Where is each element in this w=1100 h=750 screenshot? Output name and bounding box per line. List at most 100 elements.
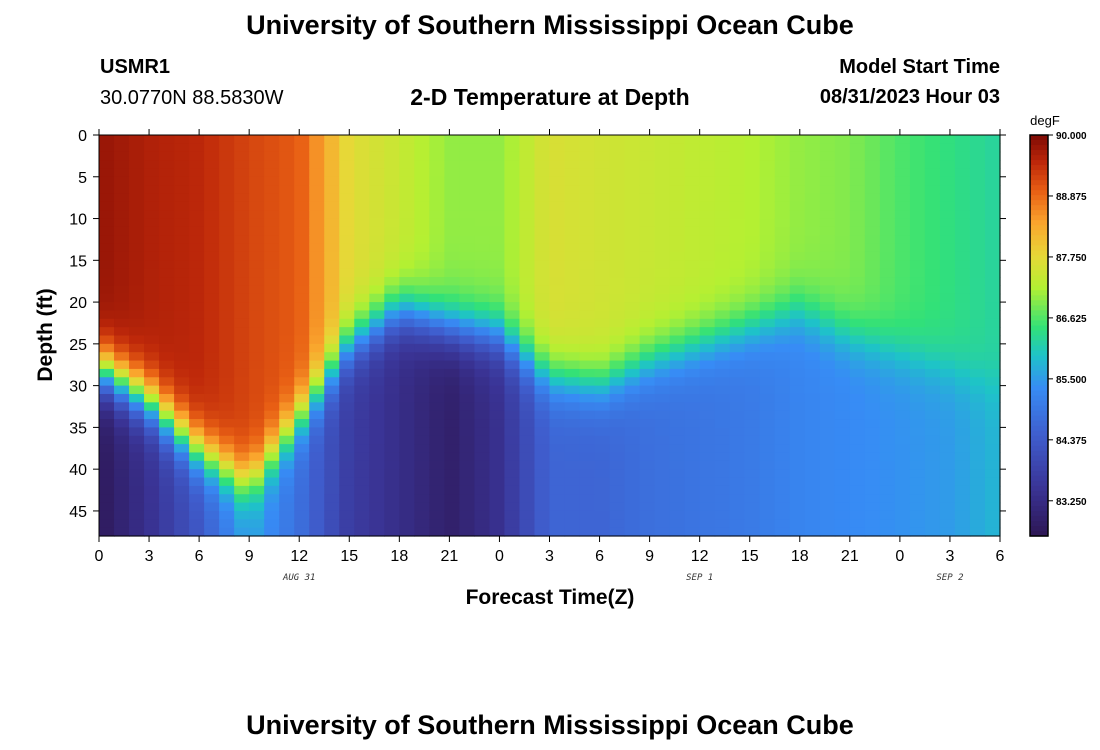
heatmap-cell bbox=[549, 168, 566, 178]
heatmap-cell bbox=[324, 377, 340, 387]
heatmap-cell bbox=[624, 435, 641, 445]
heatmap-cell bbox=[894, 402, 911, 412]
heatmap-cell bbox=[564, 310, 581, 320]
heatmap-cell bbox=[99, 502, 115, 512]
colorbar-segment bbox=[1030, 530, 1048, 537]
heatmap-cell bbox=[984, 176, 1001, 186]
heatmap-cell bbox=[159, 469, 175, 479]
colorbar-segment bbox=[1030, 170, 1048, 176]
heatmap-cell bbox=[849, 327, 866, 337]
heatmap-cell bbox=[399, 377, 415, 387]
heatmap-cell bbox=[159, 527, 175, 537]
heatmap-cell bbox=[864, 176, 881, 186]
heatmap-cell bbox=[249, 377, 265, 387]
colorbar-segment bbox=[1030, 220, 1048, 226]
heatmap-cell bbox=[534, 251, 551, 261]
heatmap-cell bbox=[699, 235, 716, 245]
heatmap-cell bbox=[789, 218, 806, 228]
heatmap-cell bbox=[279, 393, 295, 403]
heatmap-cell bbox=[279, 302, 295, 312]
heatmap-cell bbox=[384, 210, 400, 220]
y-tick-label: 15 bbox=[69, 253, 87, 270]
heatmap-cell bbox=[624, 176, 641, 186]
heatmap-cell bbox=[519, 218, 536, 228]
heatmap-cell bbox=[594, 260, 611, 270]
heatmap-cell bbox=[339, 226, 355, 236]
heatmap-cell bbox=[279, 176, 295, 186]
heatmap-cell bbox=[324, 343, 340, 353]
heatmap-cell bbox=[534, 352, 551, 362]
heatmap-cell bbox=[699, 293, 716, 303]
heatmap-cell bbox=[189, 435, 205, 445]
heatmap-cell bbox=[564, 477, 581, 487]
heatmap-cell bbox=[564, 285, 581, 295]
heatmap-cell bbox=[849, 502, 866, 512]
heatmap-cell bbox=[444, 452, 460, 462]
heatmap-cell bbox=[339, 485, 355, 495]
heatmap-cell bbox=[324, 385, 340, 395]
colorbar-segment bbox=[1030, 430, 1048, 437]
heatmap-cell bbox=[969, 352, 986, 362]
heatmap-cell bbox=[894, 193, 911, 203]
heatmap-cell bbox=[534, 210, 551, 220]
heatmap-cell bbox=[339, 210, 355, 220]
heatmap-cell bbox=[609, 502, 626, 512]
heatmap-cell bbox=[819, 527, 836, 537]
heatmap-cell bbox=[774, 385, 791, 395]
heatmap-cell bbox=[474, 343, 491, 353]
heatmap-cell bbox=[624, 318, 641, 328]
heatmap-cell bbox=[459, 151, 476, 161]
heatmap-cell bbox=[594, 410, 611, 420]
heatmap-cell bbox=[849, 168, 866, 178]
heatmap-cell bbox=[399, 168, 415, 178]
heatmap-cell bbox=[729, 460, 746, 470]
heatmap-cell bbox=[504, 293, 521, 303]
colorbar-segment bbox=[1030, 475, 1048, 482]
heatmap-cell bbox=[804, 293, 821, 303]
heatmap-cell bbox=[174, 160, 190, 170]
heatmap-cell bbox=[249, 302, 265, 312]
heatmap-cell bbox=[789, 477, 806, 487]
heatmap-cell bbox=[849, 260, 866, 270]
heatmap-cell bbox=[429, 185, 445, 195]
heatmap-cell bbox=[414, 343, 430, 353]
heatmap-cell bbox=[864, 218, 881, 228]
heatmap-cell bbox=[474, 143, 491, 153]
heatmap-cell bbox=[399, 310, 415, 320]
colorbar-segment bbox=[1030, 490, 1048, 497]
heatmap-cell bbox=[459, 469, 476, 479]
y-axis-label: Depth (ft) bbox=[34, 288, 57, 381]
heatmap-cell bbox=[504, 176, 521, 186]
heatmap-cell bbox=[279, 226, 295, 236]
heatmap-cell bbox=[579, 235, 596, 245]
heatmap-cell bbox=[369, 452, 385, 462]
heatmap-cell bbox=[969, 477, 986, 487]
heatmap-cell bbox=[99, 268, 115, 278]
heatmap-cell bbox=[744, 519, 761, 529]
heatmap-cell bbox=[294, 477, 310, 487]
heatmap-cell bbox=[819, 318, 836, 328]
heatmap-cell bbox=[819, 143, 836, 153]
heatmap-cell bbox=[474, 268, 491, 278]
heatmap-cell bbox=[744, 201, 761, 211]
heatmap-cell bbox=[759, 385, 776, 395]
heatmap-cell bbox=[189, 502, 205, 512]
heatmap-cell bbox=[324, 210, 340, 220]
heatmap-cell bbox=[99, 343, 115, 353]
heatmap-cell bbox=[399, 444, 415, 454]
heatmap-cell bbox=[639, 310, 656, 320]
heatmap-cell bbox=[399, 277, 415, 286]
heatmap-cell bbox=[264, 519, 280, 529]
heatmap-cell bbox=[744, 285, 761, 295]
heatmap-cell bbox=[504, 143, 521, 153]
heatmap-cell bbox=[834, 201, 851, 211]
heatmap-cell bbox=[834, 160, 851, 170]
heatmap-cell bbox=[414, 293, 430, 303]
heatmap-cell bbox=[669, 393, 686, 403]
heatmap-cell bbox=[339, 460, 355, 470]
heatmap-cell bbox=[939, 260, 956, 270]
heatmap-cell bbox=[444, 193, 460, 203]
heatmap-cell bbox=[609, 427, 626, 437]
heatmap-cell bbox=[279, 452, 295, 462]
heatmap-cell bbox=[279, 218, 295, 228]
